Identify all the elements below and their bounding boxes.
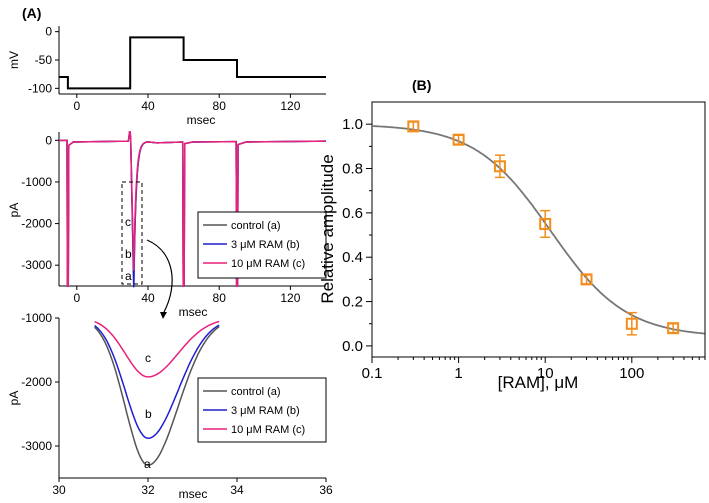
cr-x-tick-label: 100 (619, 365, 644, 382)
ct-legend-box (197, 211, 327, 279)
zm-y-tick-label: -1000 (21, 311, 52, 325)
zm-x-tick-label: 36 (319, 483, 333, 497)
ct-y-label: pA (7, 203, 21, 218)
zm-x-label: msec (179, 487, 208, 501)
zoomed-peak-chart: 30 32 34 36 -1000 -2000 -3000 c b a control (a… (7, 311, 333, 501)
zoom-label-b: b (145, 407, 152, 421)
cr-y-label: Relative ampplitude (318, 154, 337, 303)
ct-legend-control: control (a) (231, 220, 281, 232)
zm-legend-3um: 3 μM RAM (b) (231, 405, 300, 417)
zm-y-tick-label: -3000 (21, 439, 52, 453)
vp-y-label: mV (7, 51, 21, 69)
ct-legend-3um: 3 μM RAM (b) (231, 239, 300, 251)
cr-data-point (539, 217, 552, 230)
ct-x-tick-label: 80 (213, 291, 227, 305)
ct-x-tick-label: 120 (280, 291, 300, 305)
voltage-trace (59, 36, 326, 90)
zoom-arrowhead (160, 312, 167, 319)
zm-x-tick-label: 34 (230, 483, 244, 497)
ct-y-tick-label: -1000 (21, 175, 52, 189)
control-zoom-trace (94, 325, 220, 466)
cr-data-point (625, 317, 638, 330)
vp-y-tick-label: -100 (28, 81, 52, 95)
ram-10um-trace (59, 131, 327, 287)
ram-3um-zoom-trace (94, 324, 220, 440)
vp-x-tick-label: 40 (141, 99, 155, 113)
trace-label-c: c (125, 215, 131, 229)
vp-x-tick-label: 120 (280, 99, 300, 113)
zm-legend: control (a) 3 μM RAM (b) 10 μM RAM (c) (197, 377, 327, 443)
ct-y-tick-label: 0 (45, 133, 52, 147)
trace-label-b: b (125, 247, 132, 261)
zm-x-tick-label: 30 (52, 483, 66, 497)
cr-y-tick-label: 0.0 (342, 338, 363, 355)
zoom-label-a: a (144, 457, 151, 471)
cr-y-tick-label: 0.4 (342, 249, 363, 266)
zm-x-tick-label: 32 (141, 483, 155, 497)
zoom-region-box (121, 181, 143, 285)
cr-y-tick-label: 0.2 (342, 294, 363, 311)
current-traces-chart: 0 40 80 120 0 -1000 -2000 -3000 c b a control (… (7, 131, 327, 319)
vp-x-tick-label: 0 (73, 99, 80, 113)
panel-a-label: (A) (22, 5, 41, 21)
zm-y-label: pA (7, 391, 21, 406)
ct-y-tick-label: -3000 (21, 258, 52, 272)
voltage-protocol-chart: 0 40 80 120 0 -50 -100 msec mV (7, 25, 326, 127)
zm-legend-control: control (a) (231, 386, 281, 398)
zoom-arrow (146, 239, 173, 313)
cr-data-point (667, 322, 680, 335)
cr-data-point (452, 133, 465, 146)
ct-legend-10um: 10 μM RAM (c) (231, 258, 305, 270)
hill-fit-curve (371, 125, 705, 335)
cr-y-tick-label: 1.0 (342, 116, 363, 133)
panel-b-label: (B) (412, 77, 431, 93)
vp-y-tick-label: 0 (45, 25, 52, 39)
ct-legend: control (a) 3 μM RAM (b) 10 μM RAM (c) (197, 211, 327, 279)
zm-legend-10um: 10 μM RAM (c) (231, 424, 305, 436)
cr-x-label: [RAM], μM (498, 373, 579, 392)
ct-x-tick-label: 0 (73, 291, 80, 305)
ct-y-tick-label: -2000 (21, 217, 52, 231)
cr-data-point (493, 160, 506, 173)
zoom-label-c: c (145, 351, 151, 365)
vp-x-label: msec (187, 113, 216, 127)
trace-label-a: a (125, 269, 132, 283)
cr-data-point (407, 120, 420, 133)
vp-y-tick-label: -50 (35, 53, 53, 67)
concentration-response-chart: 0.1 1 10 100 0.0 0.2 0.4 0.6 0.8 1.0 [RAM], μM Re… (318, 101, 706, 392)
vp-x-tick-label: 80 (213, 99, 227, 113)
zm-y-tick-label: -2000 (21, 375, 52, 389)
ct-x-label: msec (179, 305, 208, 319)
cr-x-tick-label: 1 (454, 365, 462, 382)
cr-frame (371, 101, 706, 358)
cr-x-tick-label: 0.1 (362, 365, 383, 382)
ram-10um-zoom-trace (94, 320, 220, 378)
ct-x-tick-label: 40 (141, 291, 155, 305)
cr-x-tick-label: 10 (537, 365, 554, 382)
cr-y-tick-label: 0.6 (342, 205, 363, 222)
cr-y-tick-label: 0.8 (342, 161, 363, 178)
cr-data-point (580, 273, 593, 286)
